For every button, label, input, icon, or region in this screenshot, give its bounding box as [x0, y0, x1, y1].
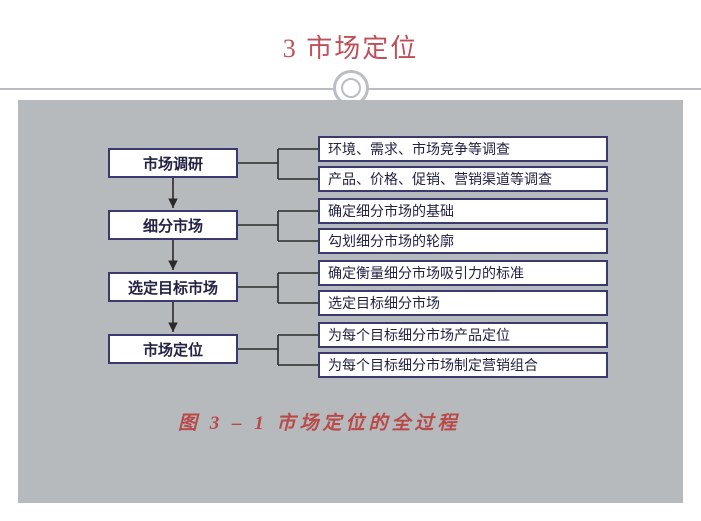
detail-box: 环境、需求、市场竞争等调查 [318, 136, 608, 162]
detail-box: 产品、价格、促销、营销渠道等调查 [318, 166, 608, 192]
stage-box: 细分市场 [108, 210, 238, 240]
detail-box: 勾划细分市场的轮廓 [318, 228, 608, 254]
detail-box: 确定细分市场的基础 [318, 198, 608, 224]
page-title: 3 市场定位 [0, 0, 701, 65]
title-area: 3 市场定位 [0, 0, 701, 100]
stage-box: 市场调研 [108, 148, 238, 178]
stage-box: 选定目标市场 [108, 272, 238, 302]
detail-box: 为每个目标细分市场产品定位 [318, 322, 608, 348]
figure-caption: 图 3 – 1 市场定位的全过程 [178, 408, 461, 435]
diagram-area: 图 3 – 1 市场定位的全过程 市场调研 环境、需求、市场竞争等调查产品、价格、… [18, 100, 683, 503]
detail-box: 选定目标细分市场 [318, 290, 608, 316]
detail-box: 为每个目标细分市场制定营销组合 [318, 352, 608, 378]
stage-box: 市场定位 [108, 334, 238, 364]
divider-circle-inner [341, 78, 361, 98]
detail-box: 确定衡量细分市场吸引力的标准 [318, 260, 608, 286]
